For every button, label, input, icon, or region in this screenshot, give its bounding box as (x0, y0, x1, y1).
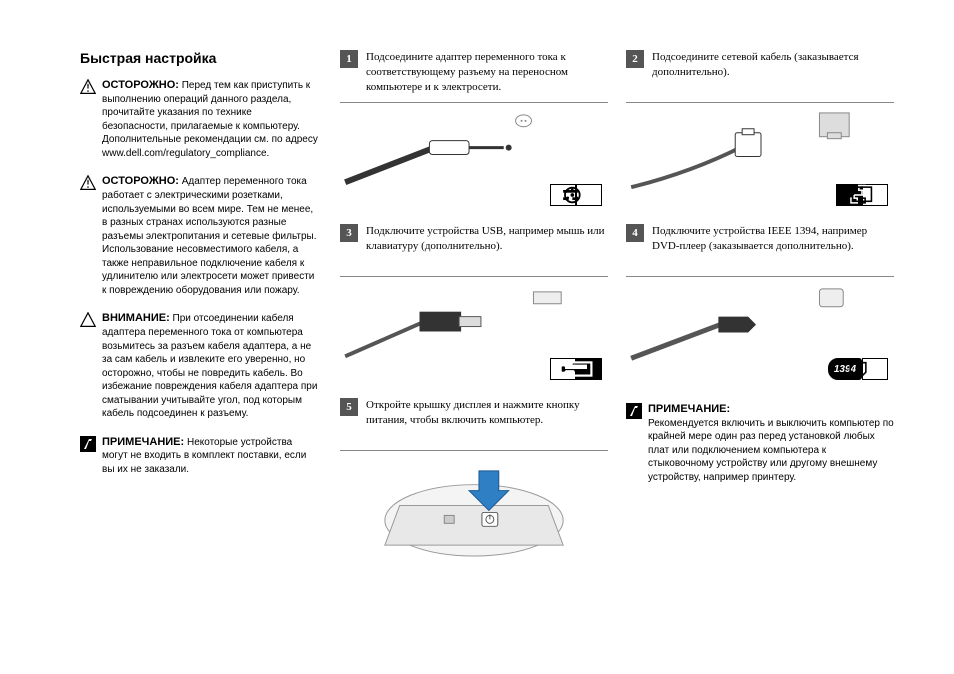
step-5: 5 Откройте крышку дисплея и нажмите кноп… (340, 398, 608, 560)
power-symbol-icon (576, 184, 602, 206)
step-header: 5 Откройте крышку дисплея и нажмите кноп… (340, 398, 608, 446)
warning-body: Адаптер переменного тока работает с элек… (102, 176, 316, 295)
step-text: Откройте крышку дисплея и нажмите кнопку… (366, 398, 608, 428)
step-illustration (626, 102, 894, 212)
notice-block: ВНИМАНИЕ: При отсоединении кабеля адапте… (80, 311, 320, 420)
warning-block: ОСТОРОЖНО: Адаптер переменного тока рабо… (80, 174, 320, 297)
note-icon (80, 436, 96, 452)
note-title: ПРИМЕЧАНИЕ: (102, 436, 184, 448)
note-content: ПРИМЕЧАНИЕ: Рекомендуется включить и вык… (648, 402, 894, 560)
steps-grid: 1 Подсоедините адаптер переменного тока … (340, 50, 894, 560)
note-block: ПРИМЕЧАНИЕ: Некоторые устройства могут н… (80, 435, 320, 477)
step-text: Подключите устройства USB, например мышь… (366, 224, 608, 254)
caution-icon (80, 79, 96, 95)
right-note: ПРИМЕЧАНИЕ: Рекомендуется включить и вык… (626, 398, 894, 560)
step-number: 5 (340, 398, 358, 416)
port-badges (550, 358, 602, 380)
step-number: 1 (340, 50, 358, 68)
step-4: 4 Подключите устройства IEEE 1394, напри… (626, 224, 894, 386)
warning-title: ОСТОРОЖНО: (102, 175, 179, 187)
note-icon (626, 403, 642, 419)
step-2: 2 Подсоедините сетевой кабель (заказывае… (626, 50, 894, 212)
port-badges (550, 184, 602, 206)
caution-icon (80, 175, 96, 191)
notice-title: ВНИМАНИЕ: (102, 312, 170, 324)
step-text: Подключите устройства IEEE 1394, наприме… (652, 224, 894, 254)
step-text: Подсоедините адаптер переменного тока к … (366, 50, 608, 95)
step-header: 3 Подключите устройства USB, например мы… (340, 224, 608, 272)
notice-body: При отсоединении кабеля адаптера перемен… (102, 313, 317, 419)
port-badges: 1394 (828, 358, 888, 380)
page: Быстрая настройка ОСТОРОЖНО: Перед тем к… (80, 50, 894, 560)
step-1: 1 Подсоедините адаптер переменного тока … (340, 50, 608, 212)
warning-text: ОСТОРОЖНО: Перед тем как приступить к вы… (102, 78, 320, 160)
port-badges (836, 184, 888, 206)
notice-text: ВНИМАНИЕ: При отсоединении кабеля адапте… (102, 311, 320, 420)
step-number: 4 (626, 224, 644, 242)
note-title: ПРИМЕЧАНИЕ: (648, 402, 894, 417)
rj45-icon (862, 184, 888, 206)
usb-port-icon (576, 358, 602, 380)
note-text: ПРИМЕЧАНИЕ: Некоторые устройства могут н… (102, 435, 320, 477)
step-illustration: 1394 (626, 276, 894, 386)
warning-block: ОСТОРОЖНО: Перед тем как приступить к вы… (80, 78, 320, 160)
step-illustration (340, 450, 608, 560)
ieee1394-port-icon (862, 358, 888, 380)
step-illustration (340, 102, 608, 212)
page-title: Быстрая настройка (80, 50, 320, 66)
step-header: 4 Подключите устройства IEEE 1394, напри… (626, 224, 894, 272)
left-column: Быстрая настройка ОСТОРОЖНО: Перед тем к… (80, 50, 320, 560)
step-illustration (340, 276, 608, 386)
warning-title: ОСТОРОЖНО: (102, 79, 179, 91)
step-header: 1 Подсоедините адаптер переменного тока … (340, 50, 608, 98)
warning-body: Перед тем как приступить к выполнению оп… (102, 80, 318, 159)
note-body: Рекомендуется включить и выключить компь… (648, 417, 894, 485)
step-header: 2 Подсоедините сетевой кабель (заказывае… (626, 50, 894, 98)
notice-icon (80, 312, 96, 328)
step-number: 2 (626, 50, 644, 68)
step-3: 3 Подключите устройства USB, например мы… (340, 224, 608, 386)
step-text: Подсоедините сетевой кабель (заказываетс… (652, 50, 894, 80)
power-button-illustration (340, 451, 608, 560)
step-number: 3 (340, 224, 358, 242)
warning-text: ОСТОРОЖНО: Адаптер переменного тока рабо… (102, 174, 320, 297)
